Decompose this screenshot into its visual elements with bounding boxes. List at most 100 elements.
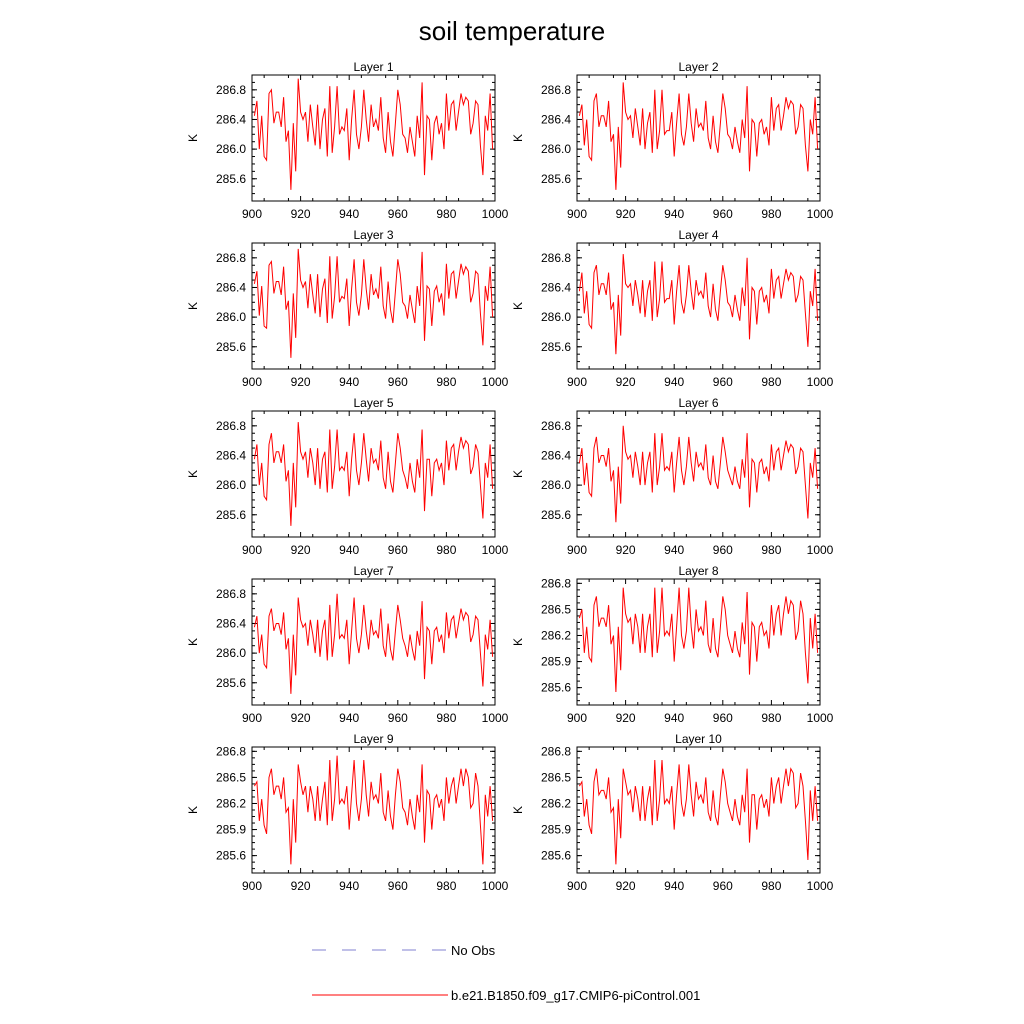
legend-model-label: b.e21.B1850.f09_g17.CMIP6-piControl.001: [451, 988, 700, 1003]
series-line-model: [578, 759, 819, 865]
x-tick-label: 920: [291, 543, 311, 557]
x-tick-label: 980: [761, 207, 781, 221]
x-tick-label: 960: [713, 879, 733, 893]
x-tick-label: 920: [291, 375, 311, 389]
x-tick-label: 960: [388, 207, 408, 221]
panel-layer-7: Layer 7 K 900 920 940 960 980 1000 285.6 286.0 286…: [186, 564, 509, 725]
x-tick-label: 1000: [807, 207, 834, 221]
series-line-model: [578, 425, 819, 523]
panel-title: Layer 7: [353, 564, 393, 578]
x-tick-label: 940: [339, 207, 359, 221]
x-tick-label: 940: [664, 207, 684, 221]
y-axis-label: K: [186, 134, 200, 142]
x-tick-label: 1000: [482, 207, 509, 221]
y-tick-label: 286.4: [541, 112, 571, 126]
x-tick-label: 900: [242, 375, 262, 389]
panel-layer-1: Layer 1 K 900 920 940 960 980 1000 285.6 286.0 286…: [186, 60, 509, 221]
x-tick-label: 900: [567, 375, 587, 389]
x-tick-label: 960: [713, 207, 733, 221]
y-axis-label: K: [186, 470, 200, 478]
series-line-model: [578, 587, 819, 693]
y-tick-label: 286.0: [541, 142, 571, 156]
series-line-model: [253, 593, 494, 694]
panel-layer-3: Layer 3 K 900 920 940 960 980 1000 285.6 286.0 286…: [186, 228, 509, 389]
x-tick-label: 940: [664, 711, 684, 725]
x-tick-label: 1000: [807, 543, 834, 557]
x-tick-label: 980: [761, 711, 781, 725]
plot-frame: [251, 410, 496, 538]
plot-frame: [251, 74, 496, 202]
y-tick-label: 285.6: [216, 340, 246, 354]
y-tick-label: 286.4: [216, 616, 246, 630]
x-tick-label: 960: [388, 711, 408, 725]
y-tick-label: 286.8: [541, 419, 571, 433]
x-tick-label: 1000: [482, 543, 509, 557]
panel-title: Layer 8: [678, 564, 718, 578]
x-tick-label: 900: [242, 711, 262, 725]
panel-layer-2: Layer 2 K 900 920 940 960 980 1000 285.6 286.0 286…: [511, 60, 834, 221]
plot-frame: [576, 74, 821, 202]
x-tick-label: 960: [713, 375, 733, 389]
panel-layer-8: Layer 8 K 900 920 940 960 980 1000 285.6 285.9 286…: [511, 564, 834, 725]
plot-frame: [251, 578, 496, 706]
panel-title: Layer 1: [353, 60, 393, 74]
y-tick-label: 286.4: [541, 448, 571, 462]
x-tick-label: 940: [664, 879, 684, 893]
y-tick-label: 286.0: [216, 310, 246, 324]
x-tick-label: 900: [242, 543, 262, 557]
series-line-model: [578, 82, 819, 190]
y-tick-label: 286.4: [216, 112, 246, 126]
y-axis-label: K: [186, 806, 200, 814]
x-tick-label: 900: [567, 711, 587, 725]
series-line-model: [253, 755, 494, 865]
y-axis-label: K: [186, 638, 200, 646]
x-tick-label: 980: [436, 207, 456, 221]
x-tick-label: 940: [339, 375, 359, 389]
legend: No Obs b.e21.B1850.f09_g17.CMIP6-piContr…: [312, 943, 700, 1003]
y-tick-label: 286.8: [216, 744, 246, 758]
y-tick-label: 285.9: [541, 655, 571, 669]
y-tick-label: 285.6: [216, 172, 246, 186]
series-line-model: [253, 248, 494, 358]
panel-layer-10: Layer 10 K 900 920 940 960 980 1000 285.6 285.9 28…: [511, 732, 834, 893]
x-tick-label: 920: [291, 207, 311, 221]
y-tick-label: 286.0: [541, 478, 571, 492]
panel-layer-9: Layer 9 K 900 920 940 960 980 1000 285.6 285.9 286…: [186, 732, 509, 893]
y-tick-label: 286.8: [216, 251, 246, 265]
y-tick-label: 286.5: [216, 770, 246, 784]
panel-layer-5: Layer 5 K 900 920 940 960 980 1000 285.6 286.0 286…: [186, 396, 509, 557]
y-axis-label: K: [511, 806, 525, 814]
x-tick-label: 920: [616, 543, 636, 557]
y-tick-label: 285.6: [541, 849, 571, 863]
y-tick-label: 286.4: [541, 280, 571, 294]
x-tick-label: 980: [761, 543, 781, 557]
plot-frame: [576, 242, 821, 370]
y-tick-label: 286.8: [541, 744, 571, 758]
panel-title: Layer 10: [675, 732, 722, 746]
y-axis-label: K: [511, 638, 525, 646]
panel-title: Layer 5: [353, 396, 393, 410]
x-tick-label: 940: [664, 375, 684, 389]
y-tick-label: 285.6: [541, 340, 571, 354]
y-tick-label: 286.8: [541, 83, 571, 97]
x-tick-label: 960: [713, 543, 733, 557]
y-tick-label: 286.0: [216, 646, 246, 660]
y-tick-label: 285.6: [216, 676, 246, 690]
y-tick-label: 286.8: [541, 576, 571, 590]
x-tick-label: 980: [761, 879, 781, 893]
x-tick-label: 980: [436, 543, 456, 557]
y-axis-label: K: [511, 470, 525, 478]
panel-title: Layer 2: [678, 60, 718, 74]
x-tick-label: 940: [339, 543, 359, 557]
x-tick-label: 920: [616, 375, 636, 389]
y-tick-label: 285.6: [216, 508, 246, 522]
panel-layer-4: Layer 4 K 900 920 940 960 980 1000 285.6 286.0 286…: [511, 228, 834, 389]
series-line-model: [253, 422, 494, 526]
x-tick-label: 960: [388, 879, 408, 893]
plot-frame: [251, 242, 496, 370]
x-tick-label: 920: [616, 711, 636, 725]
x-tick-label: 940: [664, 543, 684, 557]
x-tick-label: 960: [388, 375, 408, 389]
y-axis-label: K: [511, 134, 525, 142]
x-tick-label: 1000: [482, 711, 509, 725]
